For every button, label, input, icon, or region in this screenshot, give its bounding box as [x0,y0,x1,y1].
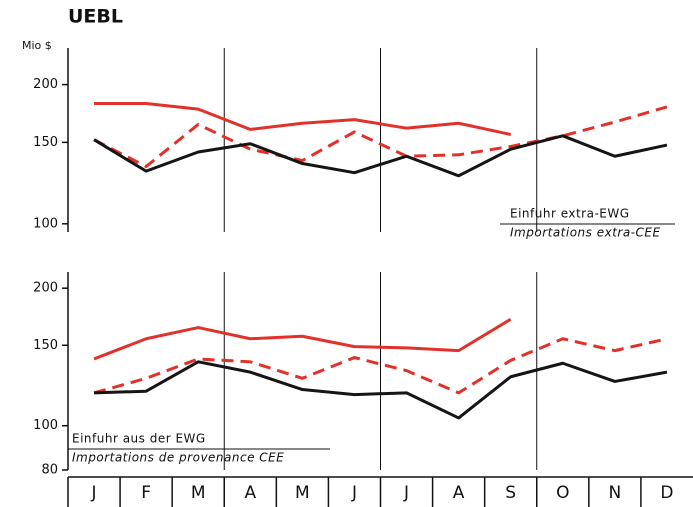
series-line [94,102,512,136]
x-tick-label: J [403,483,409,503]
series-line [93,317,512,361]
chart-title: UEBL [68,6,123,28]
x-tick-label: J [91,483,97,503]
y-axis-label: Mio $ [22,39,52,52]
y-tick-label: 80 [41,463,58,478]
x-tick-label: O [556,483,569,503]
panel-label: Importations extra-CEE [510,226,661,240]
x-tick-label: F [141,483,151,503]
x-tick-label: A [453,483,465,503]
series-line [93,134,668,178]
x-tick-label: N [609,483,622,503]
series-line [93,337,668,395]
series-line [93,360,668,420]
x-tick-label: A [244,483,256,503]
y-tick-label: 200 [33,281,58,296]
panel-label: Einfuhr extra-EWG [510,207,630,221]
y-tick-label: 100 [33,216,58,231]
y-tick-label: 100 [33,418,58,433]
x-tick-label: J [351,483,357,503]
y-tick-label: 200 [33,77,58,92]
x-tick-label: S [505,483,516,503]
x-tick-label: M [295,483,310,503]
panel-label: Importations de provenance CEE [72,451,284,465]
x-tick-label: D [660,483,673,503]
panel-label: Einfuhr aus der EWG [72,432,206,446]
series-line [93,105,668,169]
x-tick-label: M [191,483,206,503]
y-tick-label: 150 [33,338,58,353]
y-tick-label: 150 [33,135,58,150]
